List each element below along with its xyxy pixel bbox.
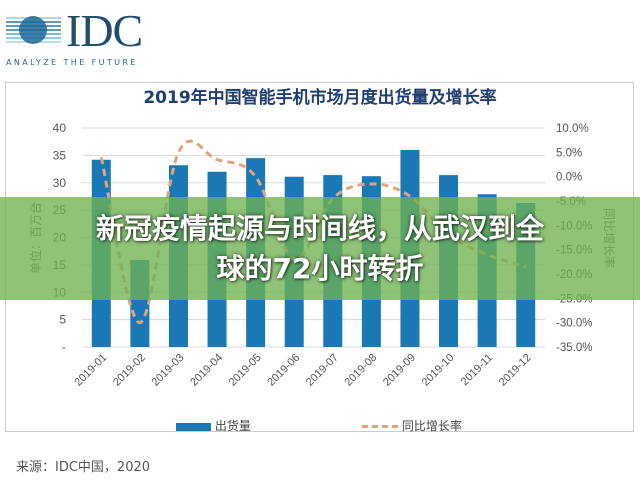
x-tick-label: 2019-12 — [497, 352, 534, 389]
y-tick-label: - — [62, 340, 66, 354]
x-tick-label: 2019-11 — [459, 352, 495, 388]
headline-line-1: 新冠疫情起源与时间线，从武汉到全 — [95, 212, 544, 245]
x-tick-label: 2019-07 — [304, 352, 341, 389]
y2-tick-label: -30.0% — [556, 318, 592, 330]
legend-line-swatch — [362, 425, 398, 428]
y-tick-label: 30 — [53, 176, 67, 190]
y2-tick-label: 10.0% — [556, 123, 589, 135]
x-tick-label: 2019-10 — [420, 352, 457, 389]
legend-line: 同比增长率 — [362, 417, 462, 434]
legend-line-label: 同比增长率 — [401, 419, 462, 433]
legend-bar: 出货量 — [176, 417, 251, 434]
headline-banner — [0, 197, 640, 300]
x-tick-label: 2019-02 — [111, 352, 148, 389]
x-tick-label: 2019-03 — [150, 352, 187, 389]
x-tick-label: 2019-08 — [342, 352, 379, 389]
y2-tick-label: -35.0% — [556, 342, 592, 354]
x-tick-label: 2019-05 — [227, 352, 264, 389]
headline-text: 新冠疫情起源与时间线，从武汉到全 球的72小时转折 — [80, 209, 560, 289]
y-tick-label: 35 — [53, 148, 67, 162]
x-tick-label: 2019-06 — [265, 352, 302, 389]
x-tick-label: 2019-01 — [72, 352, 109, 389]
y-tick-label: 5 — [59, 313, 66, 327]
headline-line-2: 球的72小时转折 — [216, 252, 424, 285]
legend-bar-label: 出货量 — [214, 419, 251, 433]
logo-brand: IDC — [66, 5, 143, 56]
source-note: 来源：IDC中国，2020 — [16, 460, 151, 475]
x-tick-label: 2019-09 — [381, 352, 418, 389]
chart-title: 2019年中国智能手机市场月度出货量及增长率 — [143, 88, 497, 108]
legend-bar-swatch — [176, 422, 211, 431]
x-tick-label: 2019-04 — [188, 352, 225, 389]
logo-tagline: ANALYZE THE FUTURE — [6, 58, 138, 67]
idc-globe-logo — [6, 16, 61, 44]
y2-tick-label: 0.0% — [556, 172, 582, 184]
y2-tick-label: 5.0% — [556, 147, 582, 159]
y-tick-label: 40 — [53, 121, 67, 135]
